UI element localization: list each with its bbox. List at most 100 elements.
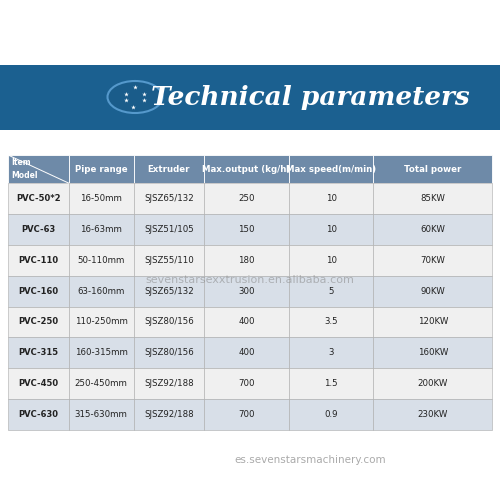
- Text: 700: 700: [238, 379, 254, 388]
- Text: PVC-315: PVC-315: [18, 348, 59, 358]
- Text: 110-250mm: 110-250mm: [74, 318, 128, 326]
- Text: 200KW: 200KW: [418, 379, 448, 388]
- Text: Technical parameters: Technical parameters: [150, 85, 469, 110]
- Bar: [288, 214, 374, 244]
- Bar: [134, 183, 204, 214]
- Bar: [68, 368, 134, 399]
- Text: 10: 10: [326, 194, 336, 203]
- Text: SJSZ65/132: SJSZ65/132: [144, 194, 194, 203]
- Bar: [374, 399, 492, 430]
- Text: 160-315mm: 160-315mm: [74, 348, 128, 358]
- Text: Total power: Total power: [404, 164, 462, 173]
- Text: 60KW: 60KW: [420, 225, 445, 234]
- Text: 63-160mm: 63-160mm: [78, 286, 125, 296]
- Text: PVC-50*2: PVC-50*2: [16, 194, 60, 203]
- Bar: [8, 368, 68, 399]
- Text: 160KW: 160KW: [418, 348, 448, 358]
- Bar: [288, 399, 374, 430]
- Bar: [134, 399, 204, 430]
- Bar: [8, 244, 68, 276]
- Text: 400: 400: [238, 318, 254, 326]
- Text: PVC-63: PVC-63: [21, 225, 56, 234]
- Bar: [204, 244, 288, 276]
- Bar: [68, 306, 134, 338]
- Bar: [8, 399, 68, 430]
- Bar: [374, 306, 492, 338]
- Bar: [374, 183, 492, 214]
- Text: SJSZ92/188: SJSZ92/188: [144, 379, 194, 388]
- Bar: [8, 155, 68, 183]
- Text: 315-630mm: 315-630mm: [74, 410, 128, 419]
- Text: sevenstarsexxtrusion.en.alibaba.com: sevenstarsexxtrusion.en.alibaba.com: [146, 275, 354, 285]
- Text: 180: 180: [238, 256, 254, 264]
- Bar: [204, 368, 288, 399]
- Text: 10: 10: [326, 225, 336, 234]
- Bar: [134, 368, 204, 399]
- Text: SJSZ80/156: SJSZ80/156: [144, 348, 194, 358]
- Bar: [8, 183, 68, 214]
- Bar: [8, 306, 68, 338]
- Bar: [374, 244, 492, 276]
- Bar: [134, 214, 204, 244]
- Text: 90KW: 90KW: [420, 286, 445, 296]
- Text: SJSZ55/110: SJSZ55/110: [144, 256, 194, 264]
- Bar: [68, 244, 134, 276]
- Text: 300: 300: [238, 286, 254, 296]
- Bar: [68, 183, 134, 214]
- Text: 250: 250: [238, 194, 254, 203]
- Text: 50-110mm: 50-110mm: [78, 256, 125, 264]
- Bar: [134, 155, 204, 183]
- Text: 3.5: 3.5: [324, 318, 338, 326]
- Bar: [288, 276, 374, 306]
- Text: es.sevenstarsmachinery.com: es.sevenstarsmachinery.com: [234, 455, 386, 465]
- Text: 120KW: 120KW: [418, 318, 448, 326]
- Bar: [8, 338, 68, 368]
- Bar: [204, 306, 288, 338]
- Bar: [374, 214, 492, 244]
- Text: 3: 3: [328, 348, 334, 358]
- Bar: [374, 338, 492, 368]
- Text: 10: 10: [326, 256, 336, 264]
- Text: Model: Model: [11, 171, 38, 180]
- Text: 700: 700: [238, 410, 254, 419]
- Text: 230KW: 230KW: [418, 410, 448, 419]
- Bar: [68, 155, 134, 183]
- Text: PVC-630: PVC-630: [18, 410, 58, 419]
- Bar: [68, 399, 134, 430]
- Text: SJSZ65/132: SJSZ65/132: [144, 286, 194, 296]
- Bar: [68, 276, 134, 306]
- Bar: [134, 244, 204, 276]
- Bar: [288, 306, 374, 338]
- Bar: [8, 214, 68, 244]
- Bar: [288, 183, 374, 214]
- Bar: [204, 276, 288, 306]
- Bar: [204, 338, 288, 368]
- Text: 16-50mm: 16-50mm: [80, 194, 122, 203]
- Bar: [374, 368, 492, 399]
- Bar: [0, 65, 500, 130]
- Text: SJSZ92/188: SJSZ92/188: [144, 410, 194, 419]
- Text: 250-450mm: 250-450mm: [74, 379, 128, 388]
- Text: Extruder: Extruder: [148, 164, 190, 173]
- Bar: [204, 183, 288, 214]
- Bar: [68, 214, 134, 244]
- Text: 400: 400: [238, 348, 254, 358]
- Text: 70KW: 70KW: [420, 256, 445, 264]
- Bar: [288, 244, 374, 276]
- Bar: [374, 155, 492, 183]
- Text: 0.9: 0.9: [324, 410, 338, 419]
- Bar: [68, 338, 134, 368]
- Ellipse shape: [108, 81, 162, 113]
- Text: 1.5: 1.5: [324, 379, 338, 388]
- Bar: [134, 306, 204, 338]
- Bar: [288, 155, 374, 183]
- Text: SJSZ51/105: SJSZ51/105: [144, 225, 194, 234]
- Text: PVC-250: PVC-250: [18, 318, 59, 326]
- Bar: [134, 338, 204, 368]
- Bar: [374, 276, 492, 306]
- Bar: [204, 399, 288, 430]
- Text: Pipe range: Pipe range: [75, 164, 128, 173]
- Text: PVC-110: PVC-110: [18, 256, 59, 264]
- Text: 85KW: 85KW: [420, 194, 445, 203]
- Bar: [288, 368, 374, 399]
